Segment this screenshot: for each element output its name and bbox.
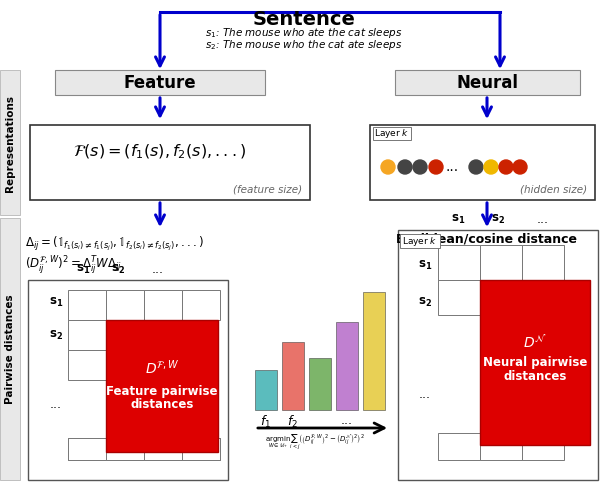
Text: Feature pairwise: Feature pairwise bbox=[106, 384, 218, 398]
Text: ...: ... bbox=[50, 398, 62, 411]
Bar bbox=[480, 280, 590, 445]
Circle shape bbox=[499, 160, 513, 174]
Text: Neural pairwise: Neural pairwise bbox=[483, 356, 587, 369]
Circle shape bbox=[484, 160, 498, 174]
Text: ...: ... bbox=[341, 414, 353, 427]
Bar bbox=[309, 358, 331, 410]
Circle shape bbox=[398, 160, 412, 174]
Text: $D^{\mathcal{F}, W}$: $D^{\mathcal{F}, W}$ bbox=[145, 358, 179, 378]
Bar bbox=[398, 230, 598, 480]
Bar bbox=[106, 320, 218, 452]
Bar bbox=[68, 350, 106, 380]
Bar bbox=[282, 342, 304, 410]
Circle shape bbox=[513, 160, 527, 174]
Text: $\mathbf{s_2}$: $\mathbf{s_2}$ bbox=[49, 328, 63, 342]
Text: ...: ... bbox=[537, 213, 549, 226]
Circle shape bbox=[469, 160, 483, 174]
Bar bbox=[68, 320, 106, 350]
Bar bbox=[480, 433, 522, 460]
Text: $\mathbf{s_2}$: $\mathbf{s_2}$ bbox=[111, 263, 125, 276]
Circle shape bbox=[413, 160, 427, 174]
Text: $\mathbf{s_2}$: $\mathbf{s_2}$ bbox=[491, 213, 505, 226]
Bar bbox=[438, 245, 480, 280]
Bar bbox=[400, 234, 440, 248]
Text: $(D_{ij}^{\mathcal{F},W})^2 = \Delta_{ij}^T W \Delta_{ij}$: $(D_{ij}^{\mathcal{F},W})^2 = \Delta_{ij… bbox=[25, 253, 122, 276]
Text: $\mathbf{s_1}$: $\mathbf{s_1}$ bbox=[418, 258, 432, 272]
Text: $s_1$: The mouse who ate the cat sleeps: $s_1$: The mouse who ate the cat sleeps bbox=[206, 26, 402, 40]
Text: ...: ... bbox=[152, 263, 164, 276]
Bar bbox=[106, 438, 144, 460]
Bar bbox=[373, 127, 411, 140]
Bar bbox=[480, 245, 522, 280]
Text: Sentence: Sentence bbox=[252, 10, 356, 29]
Bar bbox=[55, 70, 265, 95]
Text: distances: distances bbox=[503, 370, 567, 383]
Text: distances: distances bbox=[130, 398, 194, 410]
Bar bbox=[182, 290, 220, 320]
Bar bbox=[106, 290, 144, 320]
Bar bbox=[28, 280, 228, 480]
Text: ...: ... bbox=[446, 160, 458, 174]
Text: $\mathcal{F}(s) = (f_1(s), f_2(s), ...)$: $\mathcal{F}(s) = (f_1(s), f_2(s), ...)$ bbox=[74, 143, 247, 161]
Bar bbox=[68, 438, 106, 460]
Circle shape bbox=[429, 160, 443, 174]
Bar bbox=[438, 280, 480, 315]
Bar bbox=[522, 245, 564, 280]
Bar bbox=[438, 433, 480, 460]
Text: Pairwise distances: Pairwise distances bbox=[5, 294, 15, 404]
Text: $\mathbf{s_1}$: $\mathbf{s_1}$ bbox=[451, 213, 465, 226]
Text: (feature size): (feature size) bbox=[233, 184, 302, 194]
Bar bbox=[144, 290, 182, 320]
Text: Layer $k$: Layer $k$ bbox=[402, 234, 437, 248]
Bar bbox=[0, 218, 20, 480]
Bar bbox=[68, 290, 106, 320]
Bar bbox=[395, 70, 580, 95]
Text: Euclidean/cosine distance: Euclidean/cosine distance bbox=[396, 232, 578, 245]
Text: Layer $k$: Layer $k$ bbox=[374, 128, 409, 140]
Text: Feature: Feature bbox=[123, 74, 196, 92]
Text: $\mathbf{s_1}$: $\mathbf{s_1}$ bbox=[49, 296, 63, 308]
Text: Neural: Neural bbox=[456, 74, 518, 92]
Text: $f_1$: $f_1$ bbox=[260, 414, 272, 430]
Circle shape bbox=[381, 160, 395, 174]
Text: $\Delta_{ij} = (\mathbb{1}_{f_1(s_i)\neq f_1(s_j)}, \mathbb{1}_{f_2(s_i)\neq f_2: $\Delta_{ij} = (\mathbb{1}_{f_1(s_i)\neq… bbox=[25, 235, 204, 253]
Bar bbox=[68, 438, 220, 460]
Bar bbox=[522, 433, 564, 460]
Bar bbox=[30, 125, 310, 200]
Bar bbox=[182, 438, 220, 460]
Text: $s_2$: The mouse who the cat ate sleeps: $s_2$: The mouse who the cat ate sleeps bbox=[206, 38, 402, 52]
Text: $\mathbf{s_1}$: $\mathbf{s_1}$ bbox=[76, 263, 90, 276]
Text: Representations: Representations bbox=[5, 94, 15, 192]
Text: ...: ... bbox=[419, 388, 431, 402]
Text: $f_2$: $f_2$ bbox=[288, 414, 299, 430]
Bar bbox=[336, 322, 358, 410]
Text: $\underset{W \in \mathbb{M}_+}{\mathrm{argmin}} \sum_{i<j} \left(\left(D_{ij}^{\: $\underset{W \in \mathbb{M}_+}{\mathrm{a… bbox=[265, 433, 365, 452]
Text: (hidden size): (hidden size) bbox=[520, 184, 587, 194]
Text: $D^{\mathcal{N}}$: $D^{\mathcal{N}}$ bbox=[523, 334, 547, 351]
Text: $\mathbf{s_2}$: $\mathbf{s_2}$ bbox=[418, 296, 432, 308]
Bar bbox=[255, 370, 277, 410]
Bar bbox=[363, 292, 385, 410]
Bar bbox=[144, 438, 182, 460]
Bar bbox=[0, 70, 20, 215]
Bar bbox=[370, 125, 595, 200]
